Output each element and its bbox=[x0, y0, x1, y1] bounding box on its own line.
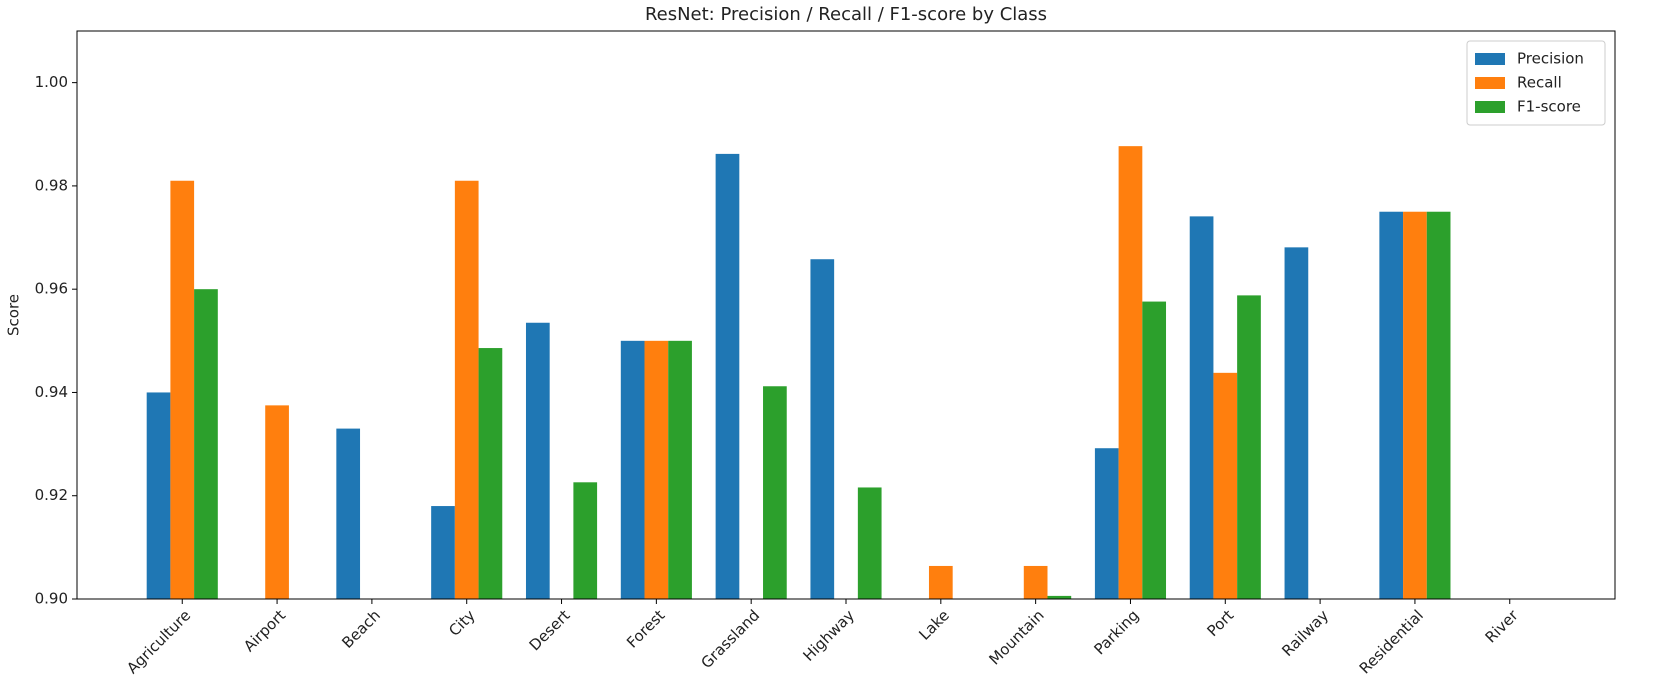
bar bbox=[1213, 372, 1238, 599]
bar bbox=[644, 340, 669, 599]
x-tick-label: Agriculture bbox=[123, 606, 194, 677]
legend-swatch bbox=[1475, 53, 1505, 65]
bar bbox=[194, 289, 218, 599]
x-tick-label: Highway bbox=[799, 606, 858, 665]
bar bbox=[668, 340, 692, 599]
bar bbox=[928, 565, 953, 599]
x-tick-label: Desert bbox=[526, 606, 574, 654]
chart-title: ResNet: Precision / Recall / F1-score by… bbox=[645, 4, 1047, 25]
legend-swatch bbox=[1475, 77, 1505, 89]
bar bbox=[454, 180, 479, 599]
legend-label: Recall bbox=[1517, 74, 1562, 92]
bar bbox=[1403, 211, 1427, 599]
bar bbox=[265, 405, 289, 599]
bar bbox=[336, 428, 361, 599]
bar bbox=[1237, 295, 1261, 599]
x-tick-label: City bbox=[445, 606, 479, 640]
y-tick-label: 0.92 bbox=[35, 486, 68, 504]
x-tick-label: River bbox=[1482, 606, 1523, 647]
bar bbox=[525, 322, 550, 599]
bar bbox=[763, 386, 787, 599]
x-tick-label: Lake bbox=[915, 606, 952, 643]
bar bbox=[478, 348, 503, 599]
bar bbox=[1142, 301, 1167, 599]
bar bbox=[1284, 247, 1309, 599]
bar bbox=[431, 506, 455, 599]
y-axis-label: Score bbox=[5, 294, 23, 336]
bar bbox=[146, 392, 171, 599]
x-tick-label: Port bbox=[1204, 606, 1238, 640]
x-tick-label: Parking bbox=[1090, 606, 1142, 658]
bar bbox=[170, 180, 195, 599]
y-tick-label: 0.96 bbox=[35, 280, 68, 298]
x-tick-label: Beach bbox=[338, 606, 384, 652]
bar bbox=[1023, 565, 1048, 599]
bar bbox=[1094, 448, 1119, 599]
y-tick-label: 1.00 bbox=[35, 73, 68, 91]
y-tick-label: 0.98 bbox=[35, 176, 68, 194]
bar bbox=[1047, 595, 1072, 599]
bar bbox=[857, 487, 882, 599]
bar bbox=[1189, 216, 1214, 599]
bar bbox=[573, 482, 598, 599]
y-tick-label: 0.90 bbox=[35, 590, 68, 608]
bar bbox=[1379, 211, 1404, 599]
bar bbox=[1426, 211, 1451, 599]
legend-label: F1-score bbox=[1517, 98, 1581, 116]
plot-frame bbox=[76, 30, 1616, 600]
x-tick-label: Grassland bbox=[697, 606, 763, 672]
legend-label: Precision bbox=[1517, 50, 1584, 68]
bar bbox=[715, 153, 740, 600]
y-tick-label: 0.94 bbox=[35, 383, 68, 401]
bar bbox=[810, 259, 835, 599]
x-tick-label: Residential bbox=[1356, 606, 1427, 677]
x-tick-label: Mountain bbox=[986, 606, 1048, 668]
bar bbox=[1118, 146, 1143, 599]
bar bbox=[620, 340, 645, 599]
x-tick-label: Railway bbox=[1278, 606, 1332, 660]
x-tick-label: Forest bbox=[623, 606, 668, 651]
x-tick-label: Airport bbox=[240, 606, 289, 655]
legend-swatch bbox=[1475, 101, 1505, 113]
